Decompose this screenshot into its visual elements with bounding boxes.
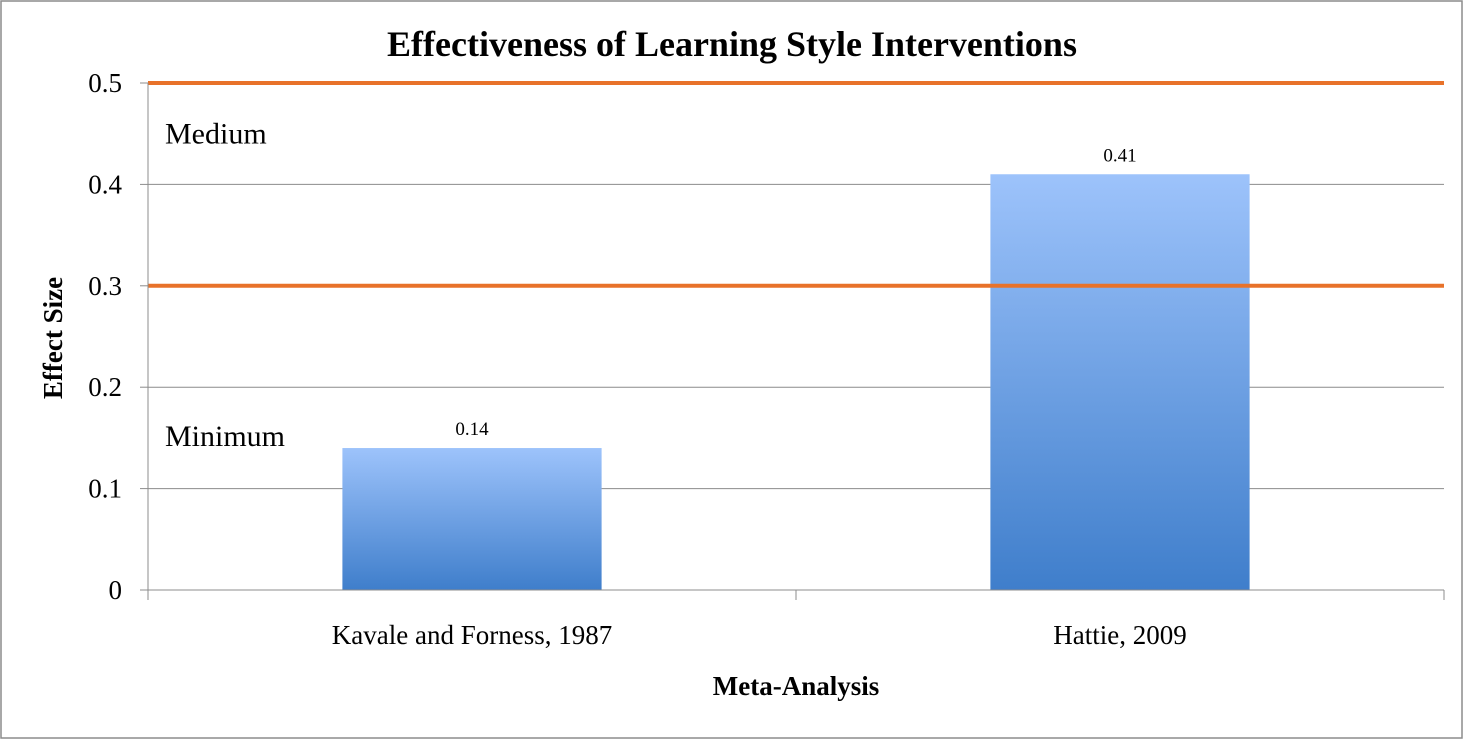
y-axis-title: Effect Size xyxy=(38,277,68,399)
reference-line-label: Medium xyxy=(165,118,267,151)
y-tick-label: 0 xyxy=(109,575,123,605)
y-tick-label: 0.2 xyxy=(88,372,122,402)
reference-lines xyxy=(148,81,1444,288)
bars xyxy=(342,174,1250,590)
y-tick-label: 0.3 xyxy=(88,271,122,301)
chart-title: Effectiveness of Learning Style Interven… xyxy=(387,24,1077,64)
data-label: 0.41 xyxy=(1103,145,1136,166)
labels: 0 0.1 0.2 0.3 0.4 0.5 0.14 Kavale and Forness, … xyxy=(88,68,1186,650)
data-label: 0.14 xyxy=(455,419,489,440)
category-label: Hattie, 2009 xyxy=(1053,620,1186,650)
y-tick-label: 0.1 xyxy=(88,474,122,504)
x-axis-title: Meta-Analysis xyxy=(713,671,879,701)
category-label: Kavale and Forness, 1987 xyxy=(332,620,612,650)
reference-line-label: Minimum xyxy=(165,420,285,453)
y-tick-label: 0.4 xyxy=(88,169,122,199)
y-tick-label: 0.5 xyxy=(88,68,122,98)
axes xyxy=(140,82,1445,600)
bar xyxy=(342,448,602,590)
bar xyxy=(990,174,1250,590)
